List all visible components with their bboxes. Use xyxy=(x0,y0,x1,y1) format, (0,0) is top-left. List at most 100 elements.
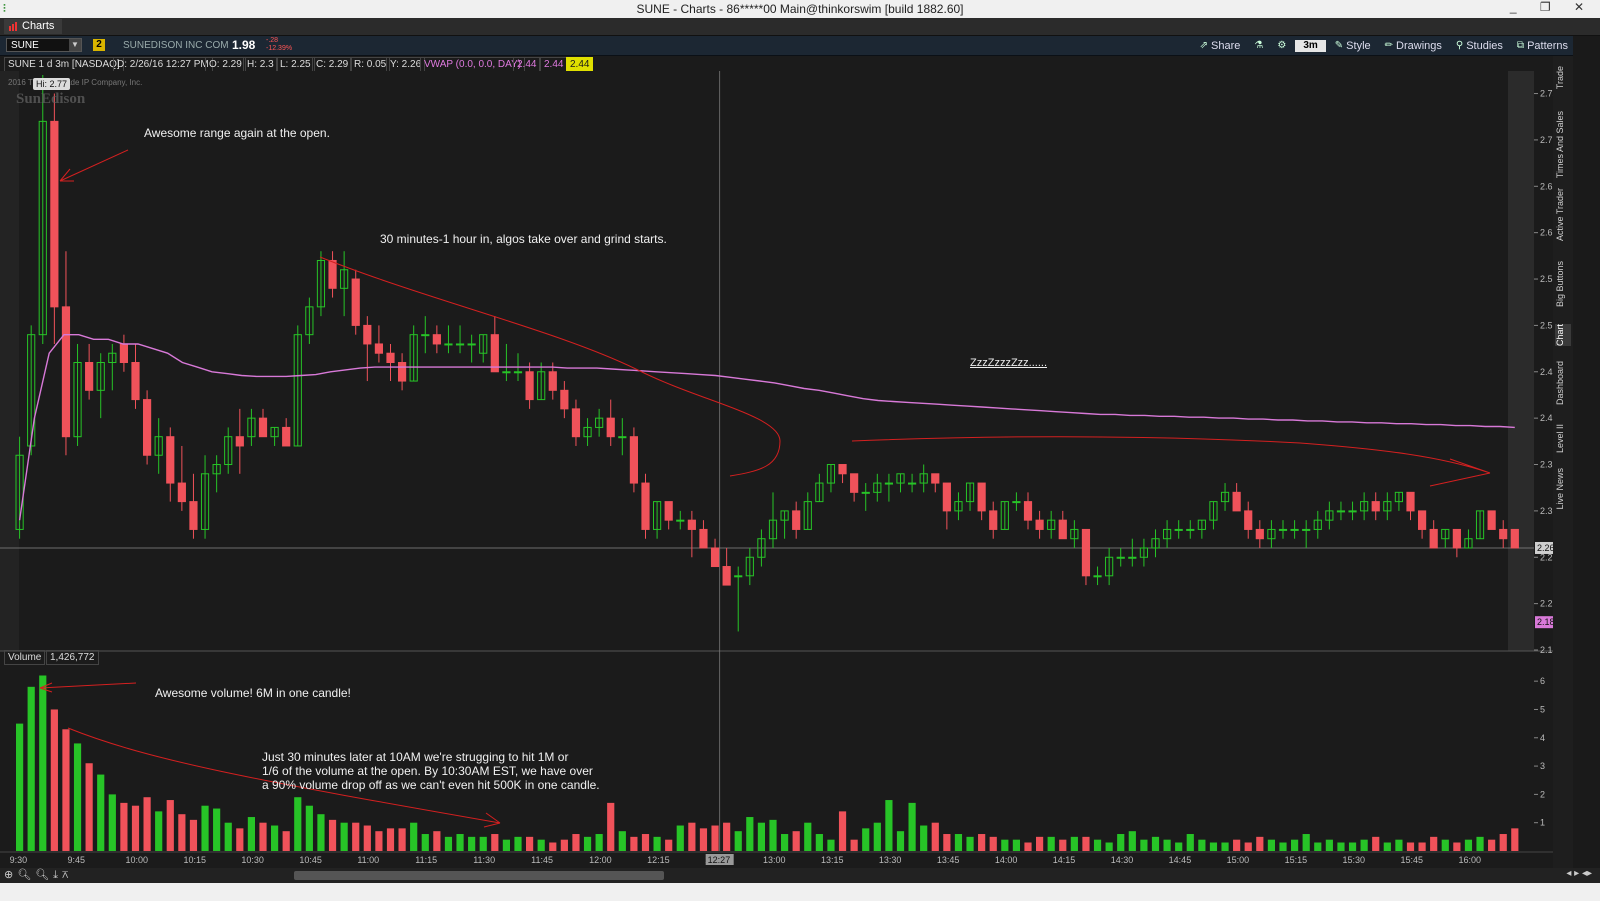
candle-body xyxy=(1348,510,1357,513)
period-label[interactable]: SUNE 1 d 3m [NASDAQ] xyxy=(4,57,124,72)
zoom-controls[interactable]: ⊕🔍︎🔍︎⤓⊼ xyxy=(4,869,73,881)
settings-button[interactable]: ⚙ xyxy=(1272,40,1291,51)
side-tab-dashboard[interactable]: Dashboard xyxy=(1555,361,1565,406)
volume-bar xyxy=(1082,836,1090,851)
candle-body xyxy=(734,575,743,578)
time-tick-label: 9:45 xyxy=(68,855,86,865)
side-tab-times-and-sales[interactable]: Times And Sales xyxy=(1555,111,1565,179)
volume-bar xyxy=(560,839,568,851)
price-tick-label: 2.65 xyxy=(1540,181,1553,191)
volume-bar xyxy=(780,834,789,851)
volume-bar xyxy=(1256,836,1264,851)
tab-charts[interactable]: Charts xyxy=(4,19,63,34)
time-tick-label: 15:30 xyxy=(1343,855,1366,865)
style-button[interactable]: ✎ Style xyxy=(1330,40,1376,52)
volume-bar xyxy=(653,836,661,851)
annotation-zz: ZzzZzzzZzz...... xyxy=(970,357,1047,369)
candle-body xyxy=(119,343,129,363)
volume-bar xyxy=(189,819,198,851)
price-chart[interactable]: 2.752.72.652.62.552.52.452.42.352.32.252… xyxy=(0,71,1553,868)
volume-bar xyxy=(444,836,453,851)
last-price-box xyxy=(1535,541,1553,554)
candle-body xyxy=(768,519,778,540)
vwap-value-3: 2.44 xyxy=(566,57,594,72)
volume-bar xyxy=(1453,842,1461,851)
price-tick-label: 2.25 xyxy=(1540,552,1553,562)
candle-body xyxy=(1510,528,1519,549)
vwap-study-label[interactable]: VWAP (0.0, 0.0, DAY) xyxy=(420,57,526,72)
side-tab-live-news[interactable]: Live News xyxy=(1555,468,1565,510)
chevron-down-icon[interactable]: ▼ xyxy=(69,39,81,51)
volume-bar xyxy=(1267,839,1276,851)
annotation-arrow-grind xyxy=(319,256,781,477)
volume-bar xyxy=(143,797,151,851)
candle-body xyxy=(1360,501,1369,512)
time-tick-label: 13:30 xyxy=(879,855,902,865)
flask-button[interactable]: ⚗ xyxy=(1249,40,1268,51)
volume-bar xyxy=(1070,836,1078,851)
symbol-input[interactable]: SUNE ▼ xyxy=(6,38,82,52)
volume-bar xyxy=(1337,842,1345,851)
volume-bar xyxy=(1488,839,1496,851)
candle-body xyxy=(1255,528,1264,540)
horizontal-scrollbar[interactable] xyxy=(294,871,664,880)
volume-bar xyxy=(1186,834,1194,851)
candle-body xyxy=(455,343,465,346)
volume-bar xyxy=(282,831,290,851)
candle-body xyxy=(989,510,998,530)
aggregation-button[interactable]: 3m xyxy=(1295,39,1326,52)
side-tab-chart[interactable]: Chart xyxy=(1555,324,1571,347)
volume-bar xyxy=(213,808,221,851)
volume-bar xyxy=(1209,842,1218,851)
candle-body xyxy=(676,519,685,522)
annotation-arrow-zz xyxy=(851,436,1491,487)
bar-info-strip: SUNE 1 d 3m [NASDAQ] D: 2/26/16 12:27 PM… xyxy=(0,56,1534,72)
volume-bar xyxy=(792,831,800,851)
volume-bar xyxy=(386,828,395,851)
volume-bar xyxy=(757,822,766,851)
volume-bar xyxy=(549,842,557,851)
candle-body xyxy=(954,501,963,512)
price-tick-label: 2.55 xyxy=(1540,274,1553,284)
volume-bar xyxy=(804,822,812,851)
chart-toolbar: SUNE ▼ 2 SUNEDISON INC COM 1.98 -.28 -12… xyxy=(0,36,1600,56)
side-tab-active-trader[interactable]: Active Trader xyxy=(1555,188,1565,242)
volume-bar xyxy=(178,814,186,851)
volume-bar xyxy=(1441,839,1449,851)
share-icon: ⇗ xyxy=(1199,40,1209,51)
volume-bar xyxy=(305,805,313,851)
copyright-watermark: 2016 TD Ameritrade IP Company, Inc. xyxy=(8,78,143,87)
candle-body xyxy=(861,491,870,494)
patterns-button[interactable]: ⧉ Patterns xyxy=(1512,40,1573,52)
candle-body xyxy=(1162,528,1172,540)
share-button[interactable]: ⇗ Share xyxy=(1195,40,1246,52)
volume-tick-label: 2 xyxy=(1540,789,1545,799)
studies-button[interactable]: ⚲ Studies xyxy=(1451,40,1508,52)
tab-bar: Charts xyxy=(0,18,1600,36)
symbol-value: SUNE xyxy=(11,40,39,51)
volume-bar xyxy=(1383,842,1391,851)
candle-body xyxy=(73,362,82,438)
candle-body xyxy=(189,501,198,530)
drawings-button[interactable]: ✏ Drawings xyxy=(1380,40,1447,52)
candle-body xyxy=(1371,501,1380,512)
side-tab-level-ii[interactable]: Level II xyxy=(1555,424,1565,454)
volume-bar xyxy=(723,822,731,851)
window-controls[interactable]: _ ❐ ✕ xyxy=(1509,0,1594,14)
candle-body xyxy=(629,436,639,484)
volume-bar xyxy=(270,825,279,851)
volume-bar xyxy=(1233,839,1241,851)
link-group-badge[interactable]: 2 xyxy=(93,39,105,51)
bar-date: D: 2/26/16 12:27 PM xyxy=(113,57,213,72)
volume-bar xyxy=(398,828,406,851)
candle-body xyxy=(1267,528,1276,540)
volume-bar xyxy=(27,686,35,851)
side-tab-big-buttons[interactable]: Big Buttons xyxy=(1555,261,1565,308)
volume-value: 1,426,772 xyxy=(46,650,99,665)
volume-tick-label: 6 xyxy=(1540,676,1545,686)
volume-study-label[interactable]: Volume xyxy=(4,650,46,665)
scroll-arrows[interactable]: ◂ ▸ ◂▸ xyxy=(1566,868,1592,879)
candle-body xyxy=(792,510,801,530)
side-tab-trade[interactable]: Trade xyxy=(1555,66,1565,90)
candle-body xyxy=(1035,519,1044,530)
